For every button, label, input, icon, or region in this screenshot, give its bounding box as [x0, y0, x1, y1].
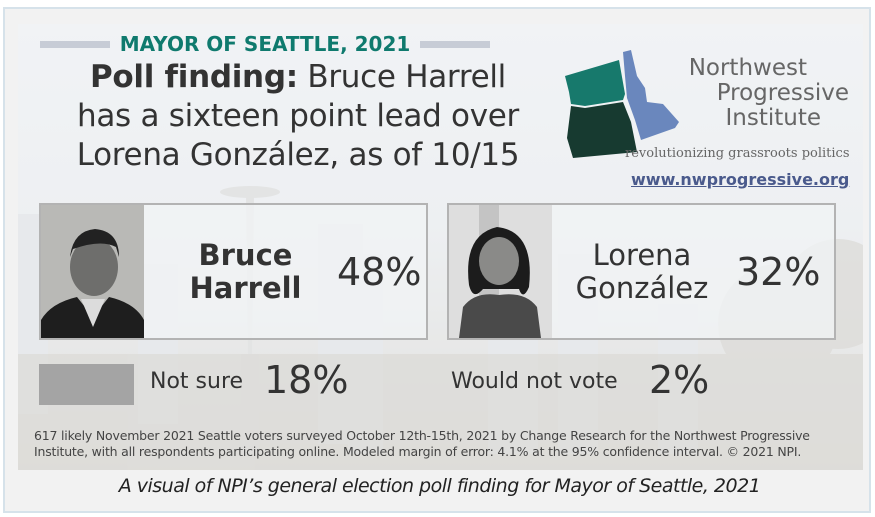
candidate-name: Bruce Harrell	[168, 237, 323, 305]
northwest-states-map-icon	[565, 50, 679, 158]
seattle-skyline-background	[18, 24, 863, 470]
not-sure-label: Not sure	[150, 369, 244, 394]
candidate-percent: 32%	[736, 249, 821, 294]
methodology-footnote: 617 likely November 2021 Seattle voters …	[34, 428, 810, 459]
headline-line3: Lorena González, as of 10/15	[76, 137, 520, 173]
would-not-vote-label: Would not vote	[451, 369, 618, 394]
logo-url-link[interactable]: www.nwprogressive.org	[631, 170, 850, 189]
bruce-harrell-photo	[41, 205, 144, 338]
headline-line2: has a sixteen point lead over	[77, 98, 519, 134]
kicker-title: MAYOR OF SEATTLE, 2021	[119, 32, 411, 56]
not-sure-swatch	[39, 364, 134, 405]
candidate-percent: 48%	[337, 249, 422, 294]
poll-graphic: MAYOR OF SEATTLE, 2021 Poll finding: Bru…	[18, 24, 863, 470]
headline: Poll finding: Bruce Harrell has a sixtee…	[28, 58, 568, 175]
not-sure-percent: 18%	[264, 358, 349, 402]
figure-frame: MAYOR OF SEATTLE, 2021 Poll finding: Bru…	[3, 7, 871, 513]
logo-line3: Institute	[725, 105, 821, 131]
logo-tagline: revolutionizing grassroots politics	[625, 146, 850, 161]
candidate-last-name: González	[575, 270, 709, 305]
figure-caption: A visual of NPI’s general election poll …	[118, 475, 761, 497]
kicker-row: MAYOR OF SEATTLE, 2021	[40, 30, 491, 58]
kicker-rule-right	[420, 40, 491, 48]
logo-line2: Progressive	[716, 80, 849, 106]
would-not-vote-percent: 2%	[649, 358, 710, 402]
kicker-rule-left	[40, 40, 110, 48]
logo-wordmark: Northwest Progressive Institute	[649, 56, 849, 131]
candidate-card-harrell: Bruce Harrell 48%	[39, 203, 428, 340]
candidate-first-name: Lorena	[592, 237, 692, 272]
npi-logo: Northwest Progressive Institute revoluti…	[563, 42, 863, 202]
candidate-card-gonzalez: Lorena González 32%	[447, 203, 836, 340]
headline-bold: Poll finding:	[90, 59, 298, 95]
candidate-last-name: Harrell	[189, 270, 302, 305]
logo-line1: Northwest	[688, 55, 807, 81]
candidate-first-name: Bruce	[198, 237, 293, 272]
lorena-gonzalez-photo	[449, 205, 552, 338]
headline-line1: Bruce Harrell	[297, 59, 506, 95]
candidate-name: Lorena González	[562, 237, 722, 305]
